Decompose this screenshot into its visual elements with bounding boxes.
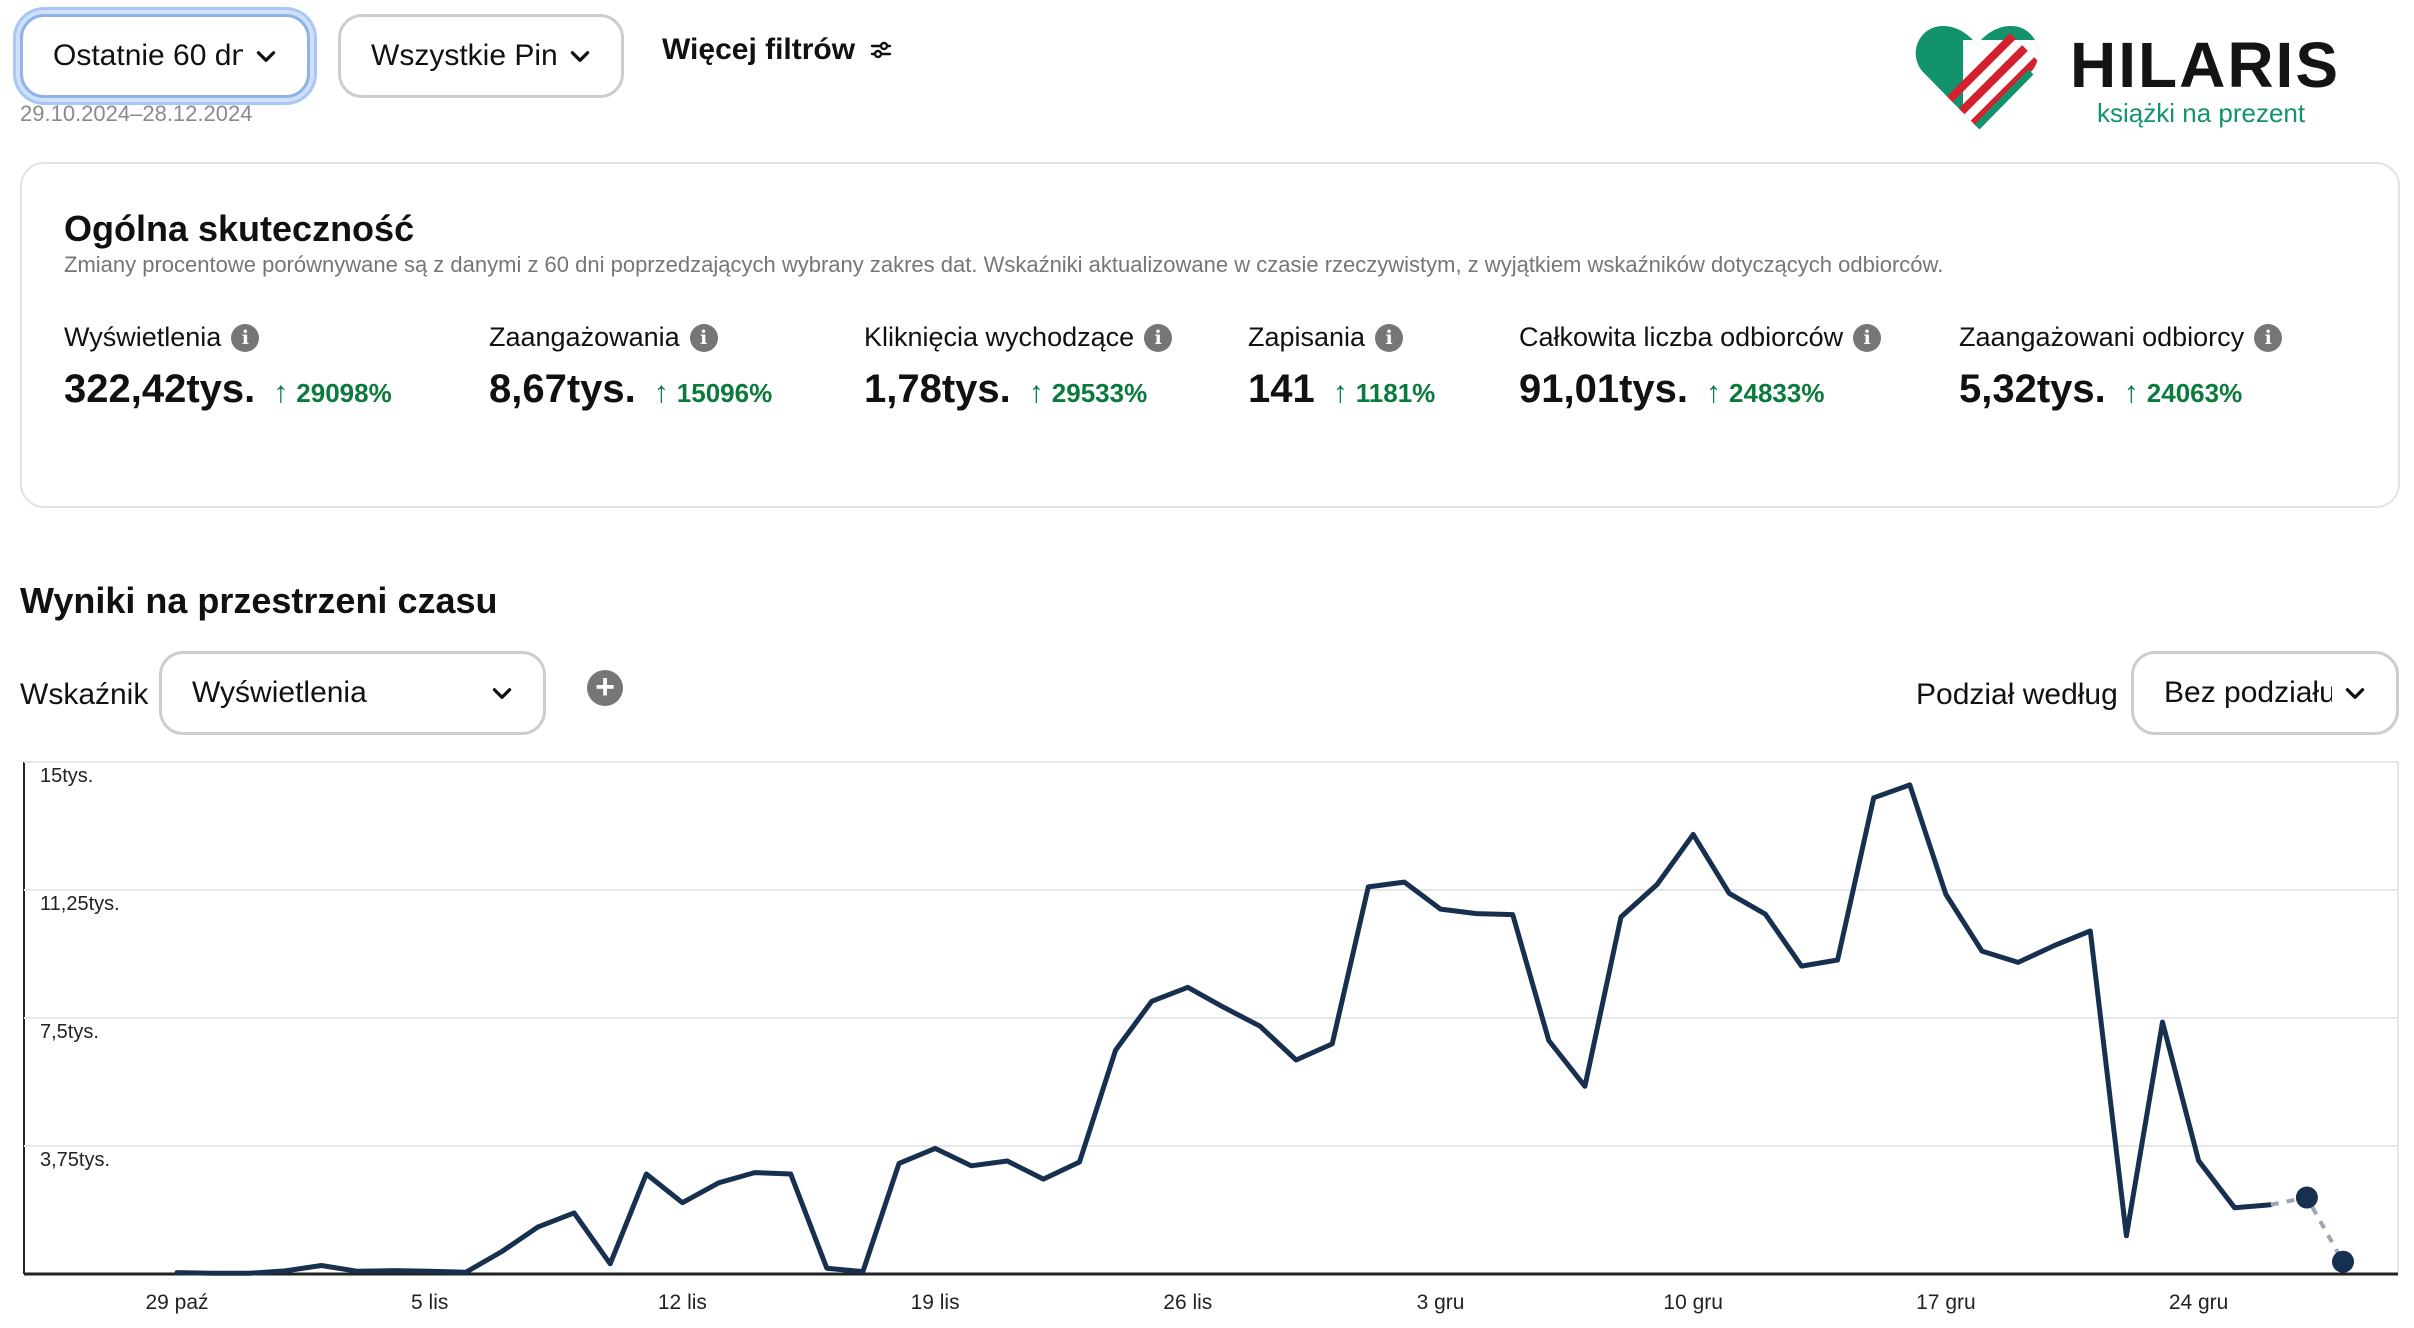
x-tick-label: 17 gru	[1916, 1291, 1976, 1314]
metric-value: 91,01tys.	[1519, 367, 1689, 411]
y-tick-label: 15tys.	[40, 765, 93, 787]
info-icon[interactable]: i	[1144, 323, 1173, 352]
date-range-text: 29.10.2024–28.12.2024	[20, 101, 253, 126]
x-tick-label: 10 gru	[1663, 1291, 1723, 1314]
metric-engaged-audience: Zaangażowani odbiorcy i 5,32tys. ↑ 24063%	[1959, 322, 2283, 412]
metric-total-audience: Całkowita liczba odbiorców i 91,01tys. ↑ 24…	[1519, 322, 1882, 412]
metric-change: 1181%	[1355, 378, 1436, 408]
arrow-up-icon: ↑	[273, 376, 289, 409]
chevron-down-icon	[570, 51, 590, 62]
y-tick-label: 7,5tys.	[40, 1021, 99, 1043]
metric-value: 322,42tys.	[64, 367, 256, 411]
metric-value: 8,67tys.	[489, 367, 636, 411]
metric-label: Zaangażowani odbiorcy	[1959, 322, 2245, 352]
metric-change: 29098%	[296, 378, 392, 408]
metric-change: 24833%	[1729, 378, 1825, 408]
info-icon[interactable]: i	[1375, 323, 1404, 352]
info-icon[interactable]: i	[1853, 323, 1882, 352]
chevron-down-icon	[256, 51, 276, 62]
x-tick-label: 5 lis	[411, 1291, 448, 1314]
metric-impressions: Wyświetlenia i 322,42tys. ↑ 29098%	[64, 322, 392, 412]
info-icon[interactable]: i	[231, 323, 260, 352]
metric-label: Całkowita liczba odbiorców	[1519, 322, 1844, 352]
metric-change: 15096%	[676, 378, 773, 408]
pins-filter-dropdown-label: Wszystkie Piny	[371, 39, 557, 72]
metric-change: 29533%	[1051, 378, 1148, 408]
logo-tagline: książki na prezent	[2097, 98, 2306, 128]
split-by-label: Podział według	[1916, 678, 2118, 711]
metric-label: Kliknięcia wychodzące	[864, 322, 1135, 352]
partial-data-point	[2295, 1186, 2318, 1209]
metric-select-dropdown[interactable]: Wyświetlenia	[159, 651, 546, 735]
logo-wordmark: HILARIS	[2070, 29, 2340, 101]
overall-performance-title: Ogólna skuteczność	[64, 208, 415, 249]
x-tick-label: 12 lis	[658, 1291, 707, 1314]
x-tick-label: 19 lis	[911, 1291, 960, 1314]
metric-label: Zaangażowania	[489, 322, 680, 352]
more-filters-label: Więcej filtrów	[662, 33, 856, 66]
plus-icon: +	[595, 668, 615, 706]
info-icon[interactable]: i	[689, 323, 718, 352]
chevron-down-icon	[2345, 688, 2365, 699]
filter-sliders-icon	[870, 41, 892, 59]
date-range-dropdown-label: Ostatnie 60 dni	[53, 39, 243, 72]
metric-value: 5,32tys.	[1959, 367, 2106, 411]
metric-change: 24063%	[2146, 378, 2243, 408]
metric-saves: Zapisania i 141 ↑ 1181%	[1248, 322, 1435, 412]
metric-label: Wyświetlenia	[64, 322, 222, 352]
split-by-value: Bez podziału	[2164, 676, 2332, 709]
overall-performance-card	[20, 162, 2400, 508]
arrow-up-icon: ↑	[1028, 376, 1044, 409]
arrow-up-icon: ↑	[1332, 376, 1348, 409]
metric-value: 1,78tys.	[864, 367, 1011, 411]
x-tick-label: 24 gru	[2169, 1291, 2229, 1314]
date-range-dropdown[interactable]: Ostatnie 60 dni	[20, 14, 310, 98]
metric-select-label: Wskaźnik	[20, 678, 149, 711]
split-by-dropdown[interactable]: Bez podziału	[2131, 651, 2399, 735]
y-tick-label: 11,25tys.	[40, 893, 120, 915]
partial-data-point	[2332, 1250, 2354, 1273]
add-metric-button[interactable]: +	[587, 670, 623, 706]
metric-label: Zapisania	[1248, 322, 1366, 352]
arrow-up-icon: ↑	[653, 376, 669, 409]
hilaris-heart-logo-icon	[1915, 26, 2039, 130]
overall-performance-subtitle: Zmiany procentowe porównywane są z danym…	[64, 252, 1944, 277]
pins-filter-dropdown[interactable]: Wszystkie Piny	[338, 14, 624, 98]
arrow-up-icon: ↑	[2123, 376, 2139, 409]
x-tick-label: 3 gru	[1417, 1291, 1465, 1314]
chevron-down-icon	[492, 688, 512, 699]
metric-engagements: Zaangażowania i 8,67tys. ↑ 15096%	[489, 322, 772, 412]
more-filters-button[interactable]: Więcej filtrów	[662, 28, 893, 72]
results-over-time-title: Wyniki na przestrzeni czasu	[20, 580, 498, 621]
metric-value: 141	[1248, 367, 1315, 411]
x-tick-label: 26 lis	[1163, 1291, 1212, 1314]
x-tick-label: 29 paź	[145, 1291, 208, 1314]
metric-select-value: Wyświetlenia	[192, 676, 367, 709]
impressions-series-line	[174, 782, 2274, 1276]
info-icon[interactable]: i	[2254, 323, 2283, 352]
y-tick-label: 3,75tys.	[40, 1149, 110, 1171]
impressions-line-chart[interactable]: 3,75tys. 7,5tys. 11,25tys. 15tys. 29 paź 5 li…	[0, 755, 2414, 1325]
arrow-up-icon: ↑	[1706, 376, 1722, 409]
metric-outbound-clicks: Kliknięcia wychodzące i 1,78tys. ↑ 29533%	[864, 322, 1173, 412]
